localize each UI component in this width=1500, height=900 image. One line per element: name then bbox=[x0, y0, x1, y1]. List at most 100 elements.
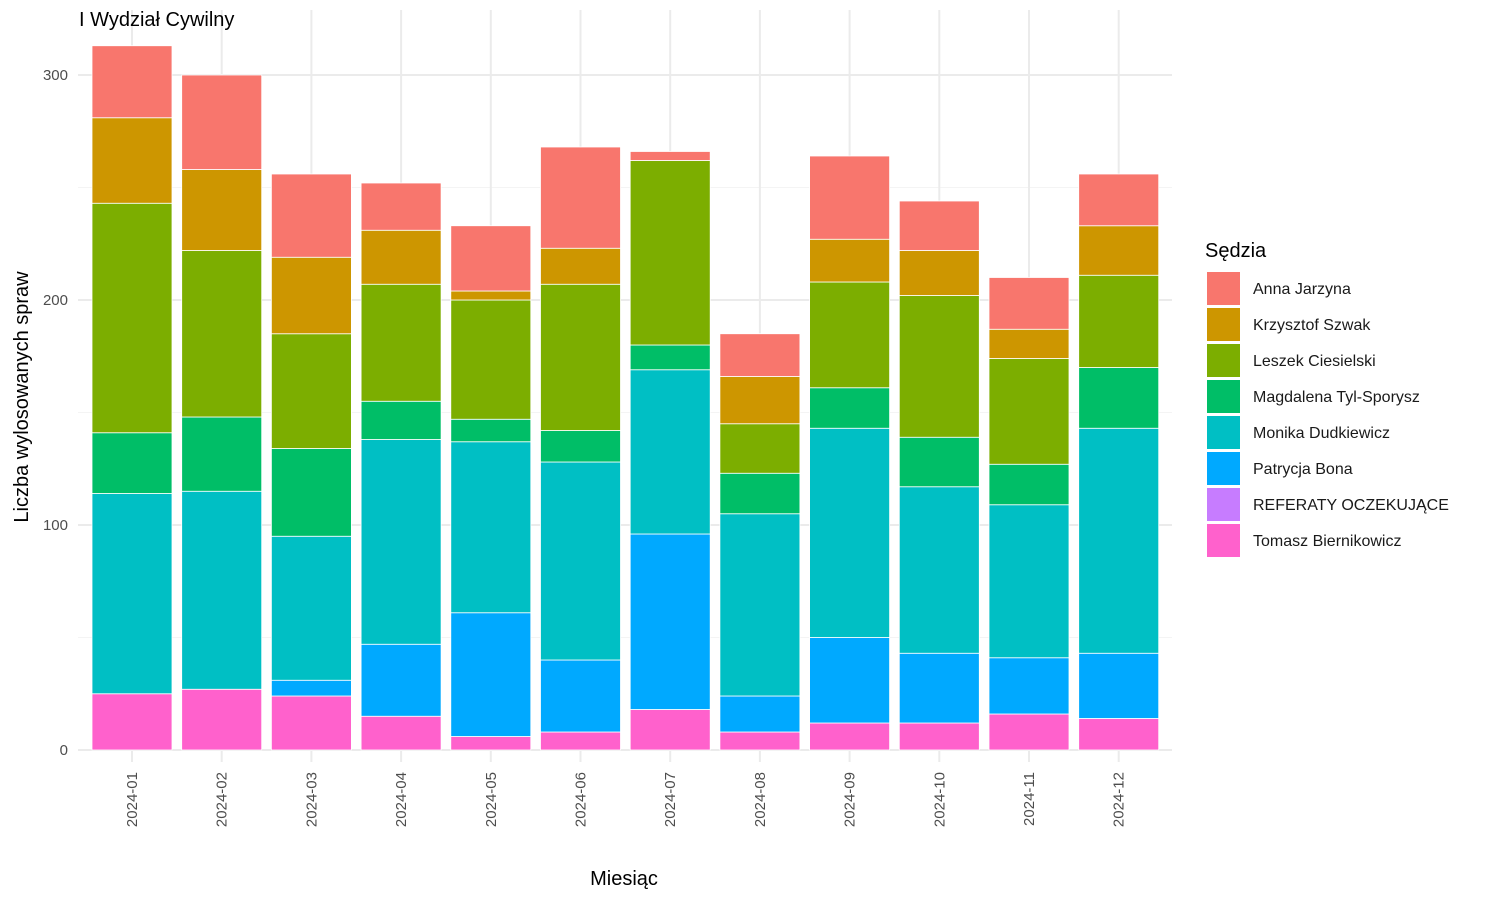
legend-label: Patrycja Bona bbox=[1253, 461, 1353, 478]
bar-segment bbox=[181, 688, 263, 751]
bar-segment bbox=[1078, 718, 1160, 751]
bar-segment bbox=[91, 493, 173, 695]
bar-segment bbox=[719, 333, 801, 377]
legend-label: Tomasz Biernikowicz bbox=[1253, 533, 1401, 550]
bar-segment bbox=[181, 416, 263, 492]
x-tick-label: 2024-12 bbox=[1111, 772, 1128, 827]
bar-segment bbox=[270, 448, 352, 537]
bar-segment bbox=[540, 146, 621, 249]
bar-segment bbox=[450, 441, 532, 614]
bar-segment bbox=[91, 202, 173, 434]
x-tick-label: 2024-07 bbox=[662, 772, 679, 827]
bar-segment bbox=[360, 643, 442, 717]
legend-label: Krzysztof Szwak bbox=[1253, 317, 1371, 334]
bar-segment bbox=[809, 281, 890, 389]
bar-segment bbox=[270, 333, 352, 449]
bar-segment bbox=[540, 247, 621, 285]
bar-segment bbox=[450, 612, 532, 737]
bar-segment bbox=[719, 731, 801, 751]
legend: Sędzia Anna Jarzyna Krzysztof Szwak Leszek… bbox=[1205, 240, 1449, 557]
bar-segment bbox=[450, 299, 532, 420]
bar-segment bbox=[540, 283, 621, 431]
bar-segment bbox=[540, 461, 621, 661]
bar-segment bbox=[1078, 274, 1160, 368]
bar-segment bbox=[809, 637, 890, 724]
bar-segment bbox=[91, 117, 173, 204]
bar-segment bbox=[1078, 652, 1160, 719]
bar-segment bbox=[719, 423, 801, 474]
legend-swatch bbox=[1207, 380, 1240, 413]
bar-segment bbox=[809, 387, 890, 429]
bar-segment bbox=[719, 513, 801, 697]
x-tick-label: 2024-11 bbox=[1021, 772, 1038, 826]
bar-segment bbox=[809, 238, 890, 283]
bar-segment bbox=[270, 535, 352, 681]
legend-label: Magdalena Tyl-Sporysz bbox=[1253, 389, 1420, 406]
bar-segment bbox=[988, 657, 1070, 715]
x-tick-label: 2024-05 bbox=[483, 772, 500, 827]
y-tick-label: 100 bbox=[43, 517, 68, 534]
bar-segment bbox=[719, 376, 801, 425]
y-axis-title: Liczba wylosowanych spraw bbox=[11, 271, 33, 523]
bar-segment bbox=[450, 418, 532, 443]
bar-segment bbox=[898, 295, 980, 438]
bar-segment bbox=[91, 45, 173, 119]
bar-segment bbox=[540, 659, 621, 733]
bar-segment bbox=[898, 652, 980, 724]
y-tick-label: 300 bbox=[43, 67, 68, 84]
bar-segment bbox=[1078, 173, 1160, 227]
bar-segment bbox=[809, 155, 890, 240]
bar-segment bbox=[540, 731, 621, 751]
legend-label: Monika Dudkiewicz bbox=[1253, 425, 1390, 442]
bar-segment bbox=[988, 504, 1070, 659]
bar-segment bbox=[988, 713, 1070, 751]
bar-segment bbox=[629, 151, 711, 161]
bar-segment bbox=[719, 472, 801, 515]
bar-segment bbox=[898, 486, 980, 654]
bar-segment bbox=[181, 169, 263, 251]
bar-segment bbox=[450, 736, 532, 751]
x-tick-label: 2024-02 bbox=[214, 772, 231, 827]
bar-segment bbox=[91, 693, 173, 751]
legend-swatch bbox=[1207, 344, 1240, 377]
bar-segment bbox=[1078, 367, 1160, 429]
bar-segment bbox=[1078, 427, 1160, 654]
bar-segment bbox=[719, 695, 801, 733]
bar-segment bbox=[898, 200, 980, 251]
legend-swatch bbox=[1207, 488, 1240, 521]
bar-segment bbox=[898, 436, 980, 488]
legend-swatch bbox=[1207, 452, 1240, 485]
y-tick-label: 0 bbox=[60, 742, 68, 759]
bar-segment bbox=[450, 225, 532, 292]
legend-label: REFERATY OCZEKUJĄCE bbox=[1253, 497, 1449, 514]
bar-segment bbox=[450, 290, 532, 301]
y-axis: 0 100 200 300 bbox=[43, 67, 68, 759]
bar-segment bbox=[629, 344, 711, 371]
legend-label: Anna Jarzyna bbox=[1253, 281, 1351, 298]
bar-segment bbox=[91, 432, 173, 494]
x-tick-label: 2024-01 bbox=[124, 772, 141, 827]
x-tick-label: 2024-10 bbox=[931, 772, 948, 827]
bar-segment bbox=[360, 715, 442, 751]
bar-segment bbox=[988, 463, 1070, 506]
bar-segment bbox=[360, 182, 442, 231]
legend-title: Sędzia bbox=[1205, 240, 1267, 262]
bar-segment bbox=[988, 328, 1070, 359]
bar-segment bbox=[629, 369, 711, 535]
legend-swatch bbox=[1207, 524, 1240, 557]
bar-segment bbox=[360, 439, 442, 645]
chart-title: I Wydział Cywilny bbox=[79, 9, 234, 31]
bar-segment bbox=[270, 256, 352, 335]
legend-swatch bbox=[1207, 272, 1240, 305]
bar-segment bbox=[181, 250, 263, 418]
legend-swatch bbox=[1207, 416, 1240, 449]
bar-segment bbox=[181, 490, 263, 690]
bar-segment bbox=[181, 74, 263, 170]
bar-segment bbox=[629, 533, 711, 710]
legend-label: Leszek Ciesielski bbox=[1253, 353, 1376, 370]
x-tick-label: 2024-03 bbox=[303, 772, 320, 827]
x-tick-label: 2024-04 bbox=[393, 772, 410, 827]
bar-segment bbox=[540, 430, 621, 463]
bar-segment bbox=[1078, 225, 1160, 276]
